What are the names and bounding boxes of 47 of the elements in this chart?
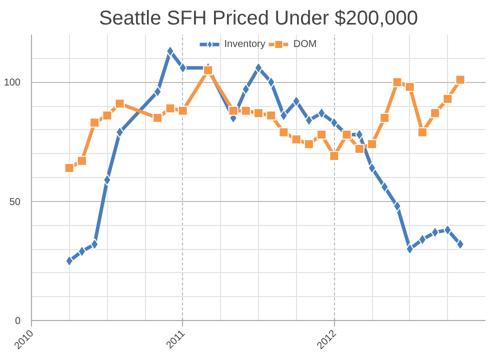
- point: [78, 245, 86, 258]
- point: [304, 139, 314, 150]
- point: [240, 106, 251, 116]
- point: [430, 226, 440, 238]
- point: [266, 76, 276, 88]
- point: [380, 112, 390, 123]
- point: [455, 74, 466, 85]
- point: [380, 181, 389, 194]
- legend-label: Inventory: [224, 38, 266, 50]
- point: [76, 156, 87, 166]
- point: [417, 127, 428, 138]
- y-tick-label: 50: [9, 196, 21, 208]
- point: [278, 127, 289, 138]
- point: [317, 107, 326, 120]
- point: [442, 94, 453, 104]
- point: [102, 110, 112, 121]
- point: [355, 128, 364, 141]
- point: [368, 162, 376, 174]
- legend-label: DOM: [293, 38, 317, 50]
- point: [418, 233, 427, 246]
- point: [316, 130, 327, 140]
- point: [90, 238, 99, 250]
- point: [254, 62, 263, 74]
- point: [90, 118, 100, 128]
- point: [304, 114, 314, 126]
- y-tick-label: 0: [14, 316, 21, 327]
- point: [165, 103, 176, 114]
- point: [153, 86, 162, 98]
- point: [367, 139, 377, 150]
- point: [329, 151, 340, 162]
- point: [291, 134, 302, 144]
- point: [64, 162, 74, 173]
- point: [114, 98, 125, 109]
- point: [203, 65, 214, 76]
- point: [152, 112, 163, 123]
- point: [406, 243, 414, 255]
- point: [254, 108, 264, 118]
- point: [392, 77, 402, 88]
- point: [404, 82, 415, 92]
- point: [242, 83, 250, 96]
- chart-title: Seattle SFH Priced Under $200,000: [98, 8, 418, 30]
- point: [228, 106, 238, 116]
- point: [430, 108, 440, 118]
- y-tick-label: 100: [4, 78, 21, 89]
- point: [266, 110, 276, 121]
- point: [178, 106, 188, 116]
- point: [354, 144, 364, 154]
